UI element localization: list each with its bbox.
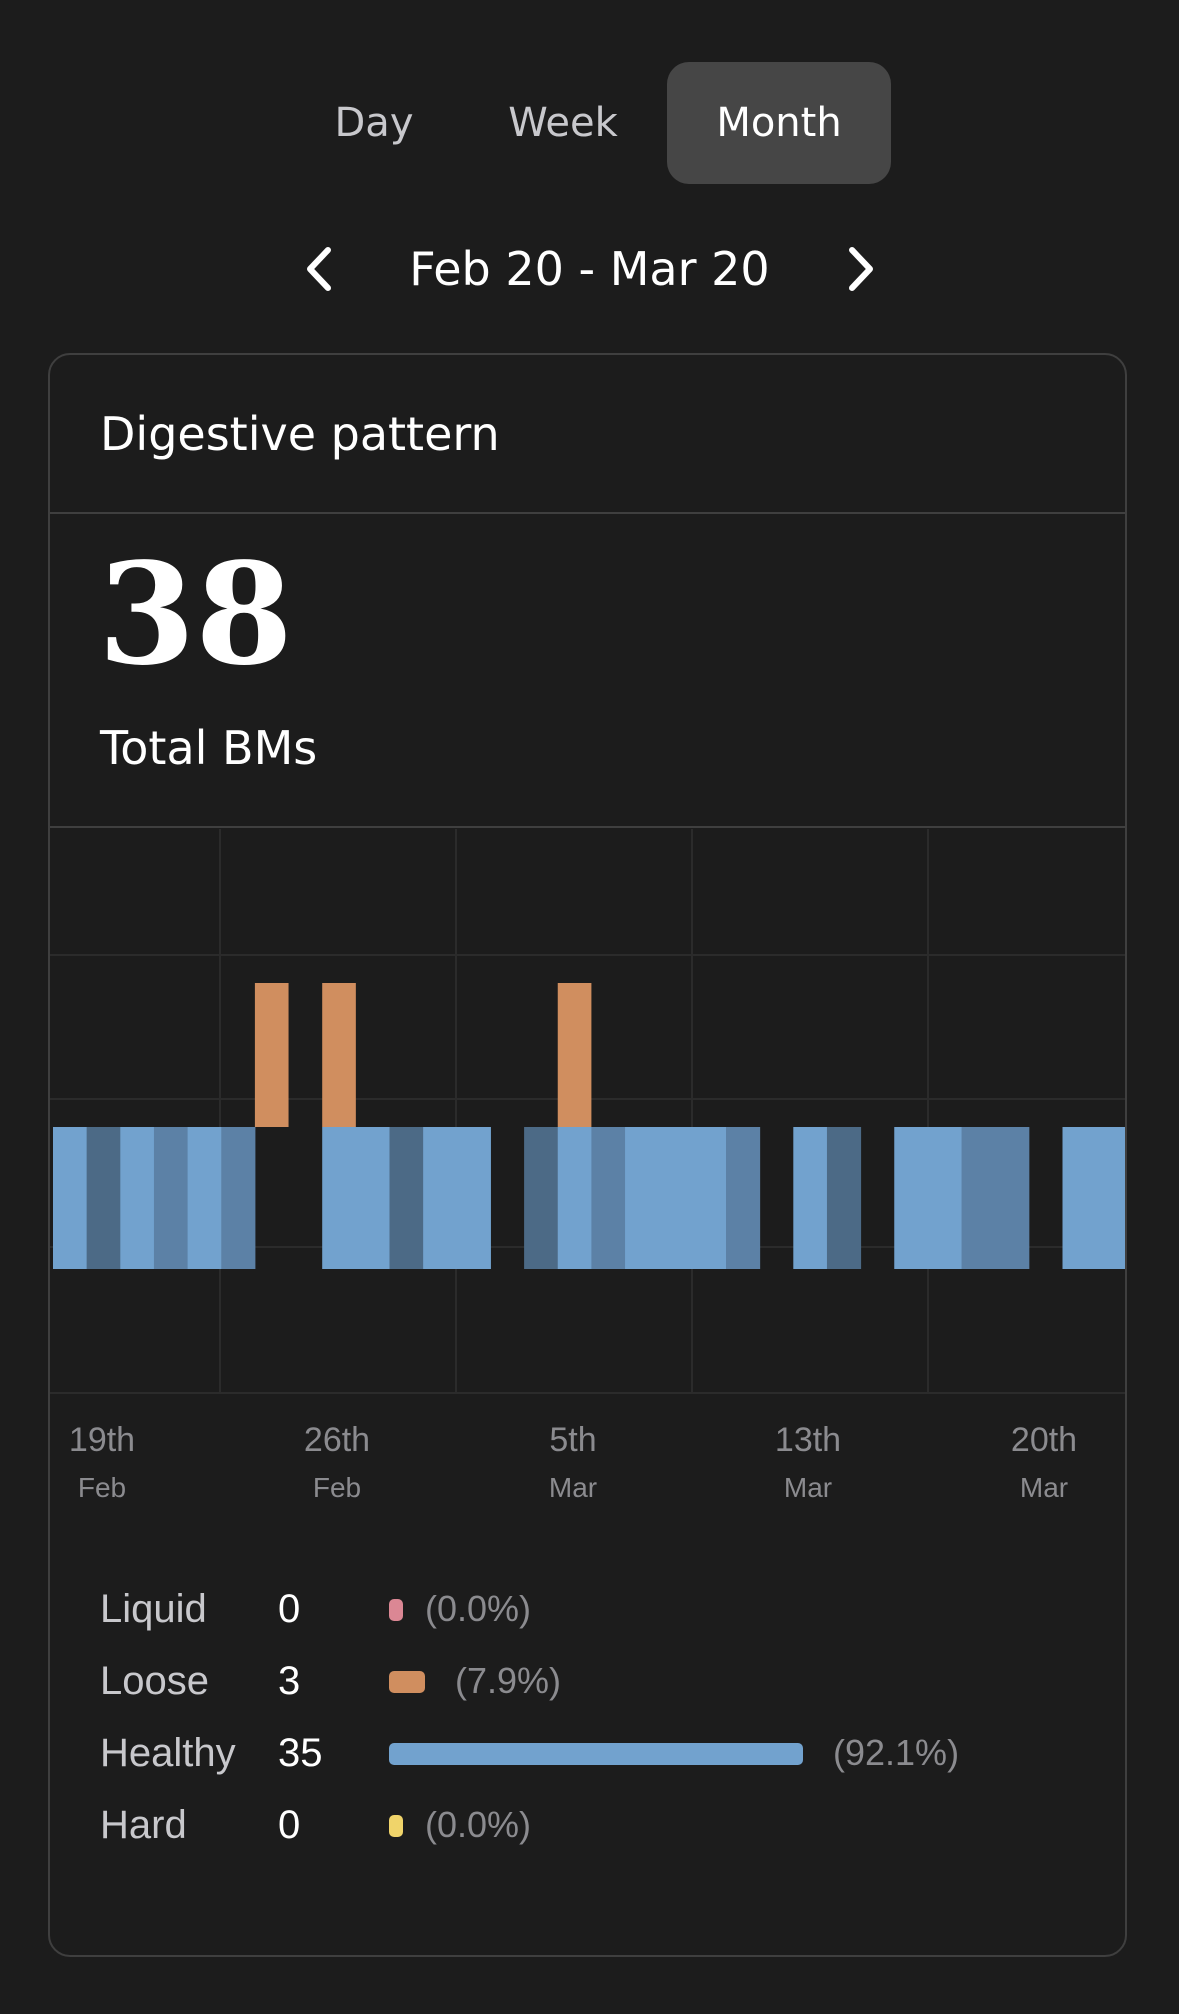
legend-count: 35 — [278, 1731, 323, 1775]
bar-healthy — [1096, 1127, 1125, 1269]
legend-count: 0 — [278, 1803, 301, 1847]
bar-healthy — [591, 1127, 626, 1269]
card-divider — [50, 826, 1125, 828]
bar-healthy — [692, 1127, 727, 1269]
x-tick-day: 20th — [1011, 1421, 1077, 1459]
chevron-left-icon — [307, 247, 331, 291]
legend-percent: (0.0%) — [425, 1804, 532, 1845]
legend-name: Loose — [100, 1659, 209, 1703]
legend-row-hard: Hard 0 (0.0%) — [100, 1789, 1100, 1861]
bar-healthy — [625, 1127, 660, 1269]
bar-healthy — [557, 1127, 592, 1269]
digestive-pattern-card: Digestive pattern 38 Total BMs 19th Feb 26… — [48, 353, 1127, 1957]
x-tick-day: 13th — [775, 1421, 841, 1459]
tab-week[interactable]: Week — [508, 100, 618, 146]
next-period-button[interactable] — [834, 244, 884, 294]
legend-name: Healthy — [100, 1731, 236, 1775]
total-count-value: 38 — [98, 533, 293, 697]
bar-healthy — [456, 1127, 491, 1269]
bar-healthy — [221, 1127, 256, 1269]
bar-healthy — [826, 1127, 862, 1269]
bar-healthy — [187, 1127, 222, 1269]
x-tick-day: 19th — [69, 1421, 135, 1459]
x-tick-month: Mar — [1020, 1472, 1068, 1503]
legend-row-liquid: Liquid 0 (0.0%) — [100, 1573, 1100, 1645]
card-title: Digestive pattern — [100, 407, 500, 461]
x-tick-day: 5th — [549, 1421, 596, 1459]
legend-row-loose: Loose 3 (7.9%) — [100, 1645, 1100, 1717]
legend-name: Liquid — [100, 1587, 207, 1631]
legend-name: Hard — [100, 1803, 187, 1847]
total-count-label: Total BMs — [100, 721, 318, 775]
prev-period-button[interactable] — [296, 244, 346, 294]
bar-healthy — [726, 1127, 761, 1269]
chevron-right-icon — [849, 247, 873, 291]
bar-healthy — [961, 1127, 996, 1269]
bar-healthy — [423, 1127, 458, 1269]
legend-percent: (7.9%) — [455, 1660, 562, 1701]
bar-healthy — [793, 1127, 828, 1269]
legend-percent: (92.1%) — [833, 1732, 960, 1773]
legend-bar — [389, 1599, 403, 1621]
date-range-label: Feb 20 - Mar 20 — [409, 242, 770, 296]
bar-healthy — [524, 1127, 559, 1269]
bar-healthy — [995, 1127, 1030, 1269]
bar-healthy — [120, 1127, 155, 1269]
bar-healthy — [322, 1127, 357, 1269]
x-tick-month: Feb — [78, 1472, 126, 1503]
legend-row-healthy: Healthy 35 (92.1%) — [100, 1717, 1100, 1789]
date-navigator: Feb 20 - Mar 20 — [0, 226, 1179, 312]
bar-healthy — [1062, 1127, 1097, 1269]
legend-count: 0 — [278, 1587, 301, 1631]
legend-percent: (0.0%) — [425, 1588, 532, 1629]
x-tick-month: Feb — [313, 1472, 361, 1503]
digestive-pattern-chart: 19th Feb 26th Feb 5th Mar 13th Mar 20th Mar — [50, 829, 1125, 1503]
bar-healthy — [894, 1127, 929, 1269]
bar-loose — [322, 983, 356, 1127]
bar-loose — [254, 983, 289, 1127]
bar-healthy — [389, 1127, 424, 1269]
x-tick-day: 26th — [304, 1421, 370, 1459]
legend-count: 3 — [278, 1659, 301, 1703]
legend-bar — [389, 1815, 403, 1837]
tab-day[interactable]: Day — [334, 100, 414, 146]
tab-month[interactable]: Month — [667, 62, 891, 184]
bar-loose — [557, 983, 592, 1127]
x-tick-month: Mar — [784, 1472, 832, 1503]
range-segmented-control: Day Week Month — [0, 62, 1179, 184]
x-tick-month: Mar — [549, 1472, 597, 1503]
bar-healthy — [355, 1127, 390, 1269]
bar-healthy — [153, 1127, 189, 1269]
card-divider — [50, 512, 1125, 514]
bar-healthy — [658, 1127, 693, 1269]
legend-bar — [389, 1671, 425, 1693]
legend-bar — [389, 1743, 803, 1765]
bar-healthy — [86, 1127, 121, 1269]
bar-healthy — [53, 1127, 88, 1269]
bar-healthy — [927, 1127, 963, 1269]
